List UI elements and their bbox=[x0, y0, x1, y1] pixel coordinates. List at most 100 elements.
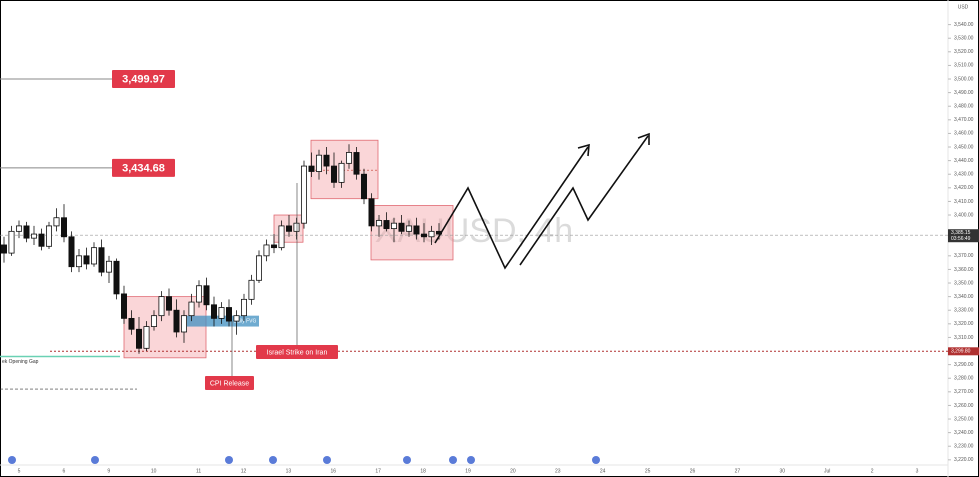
x-tick-label: Jul bbox=[824, 468, 830, 474]
candle-body bbox=[398, 222, 405, 232]
y-tick-label: 3,410.00 bbox=[954, 199, 974, 205]
projection-path bbox=[519, 135, 649, 266]
x-tick-label: 10 bbox=[151, 468, 157, 474]
y-tick-label: 3,250.00 bbox=[954, 416, 974, 422]
level-tag bbox=[112, 70, 175, 89]
candle-body bbox=[76, 255, 83, 268]
countdown: 03:56:49 bbox=[951, 236, 971, 242]
candle-body bbox=[293, 222, 300, 232]
candle-body bbox=[225, 307, 232, 322]
x-tick-label: 5 bbox=[18, 468, 21, 474]
projection bbox=[434, 132, 650, 270]
x-tick-label: 11 bbox=[196, 468, 201, 474]
candle-body bbox=[390, 222, 397, 230]
x-tick-label: 26 bbox=[690, 468, 696, 474]
y-tick-label: 3,430.00 bbox=[954, 172, 974, 178]
candle-body bbox=[0, 244, 7, 254]
candle-body bbox=[165, 296, 172, 311]
candle-body bbox=[248, 279, 255, 300]
candle-body bbox=[278, 225, 285, 249]
y-tick-label: 3,280.00 bbox=[954, 376, 974, 382]
x-tick-label: 20 bbox=[510, 468, 516, 474]
candle-body bbox=[285, 225, 292, 232]
level-tag bbox=[112, 158, 175, 177]
currency: USD bbox=[958, 4, 969, 10]
candle-body bbox=[46, 225, 53, 247]
red-level-tag bbox=[948, 347, 979, 356]
arrow-head bbox=[637, 132, 650, 145]
y-tick-label: 3,270.00 bbox=[954, 389, 974, 395]
y-tick-label: 3,290.00 bbox=[954, 362, 974, 368]
candle-body bbox=[23, 225, 30, 239]
candle-body bbox=[38, 233, 45, 247]
y-tick-label: 3,440.00 bbox=[954, 158, 974, 164]
flag bbox=[403, 456, 411, 464]
level-label: 3,434.68 bbox=[122, 162, 165, 174]
x-tick-label: 19 bbox=[465, 468, 471, 474]
candle-body bbox=[106, 260, 113, 273]
candle-body bbox=[270, 244, 277, 249]
y-tick-label: 3,360.00 bbox=[954, 267, 974, 273]
y-tick-label: 3,490.00 bbox=[954, 90, 974, 96]
y-tick-label: 3,340.00 bbox=[954, 294, 974, 300]
x-tick-label: 16 bbox=[331, 468, 337, 474]
current-price-label: 3,385.15 bbox=[951, 230, 971, 236]
candle-body bbox=[300, 165, 307, 224]
plot: 3,220.00 3,230.00 3,240.00 3,250.00 3,260.00… bbox=[0, 22, 979, 474]
candle-body bbox=[338, 162, 345, 183]
y-tick-label: 3,310.00 bbox=[954, 335, 974, 341]
candle-body bbox=[135, 328, 142, 349]
y-tick-label: 3,530.00 bbox=[954, 36, 974, 42]
candle-body bbox=[233, 315, 240, 322]
candle-body bbox=[158, 296, 165, 317]
y-tick-label: 3,540.00 bbox=[954, 22, 974, 28]
red-level-label: 3,299.80 bbox=[951, 349, 971, 355]
candle-body bbox=[188, 301, 195, 317]
candle-body bbox=[255, 255, 262, 281]
candle-body bbox=[203, 285, 210, 306]
y-tick-label: 3,450.00 bbox=[954, 144, 974, 150]
candle-body bbox=[121, 293, 128, 319]
candle-body bbox=[61, 217, 68, 238]
candle-body bbox=[8, 230, 15, 254]
x-tick-label: 2 bbox=[871, 468, 874, 474]
flag bbox=[323, 456, 331, 464]
arrow-head bbox=[577, 143, 590, 157]
candle-body bbox=[383, 220, 390, 230]
x-tick-label: 25 bbox=[645, 468, 651, 474]
candle-body bbox=[360, 173, 367, 200]
y-tick-label: 3,510.00 bbox=[954, 63, 974, 69]
y-tick-label: 3,480.00 bbox=[954, 104, 974, 110]
candle-body bbox=[428, 230, 435, 238]
y-tick-label: 3,400.00 bbox=[954, 212, 974, 218]
x-tick-label: 17 bbox=[375, 468, 381, 474]
x-tick-label: 12 bbox=[241, 468, 247, 474]
candle-body bbox=[91, 247, 98, 265]
candle-body bbox=[345, 152, 352, 164]
flag bbox=[449, 456, 457, 464]
x-tick-label: 9 bbox=[107, 468, 110, 474]
event-label: Israel Strike on Iran bbox=[267, 349, 328, 356]
flag bbox=[8, 456, 16, 464]
y-tick-label: 3,370.00 bbox=[954, 253, 974, 259]
candle-body bbox=[323, 154, 330, 167]
y-tick-label: 3,470.00 bbox=[954, 117, 974, 123]
event-tag bbox=[256, 345, 338, 359]
y-tick-label: 3,350.00 bbox=[954, 280, 974, 286]
fvg-zone bbox=[183, 315, 259, 327]
flag bbox=[592, 456, 600, 464]
y-tick-label: 3,500.00 bbox=[954, 76, 974, 82]
flag bbox=[91, 456, 99, 464]
y-tick-label: 3,460.00 bbox=[954, 131, 974, 137]
y-tick-label: 3,230.00 bbox=[954, 444, 974, 450]
x-tick-label: 27 bbox=[735, 468, 741, 474]
x-tick-label: 6 bbox=[63, 468, 66, 474]
candle-body bbox=[30, 233, 37, 239]
candle-body bbox=[68, 236, 75, 268]
candle-body bbox=[353, 152, 360, 175]
y-tick-label: 3,520.00 bbox=[954, 49, 974, 55]
candle-body bbox=[83, 255, 90, 265]
candle-body bbox=[240, 298, 247, 317]
